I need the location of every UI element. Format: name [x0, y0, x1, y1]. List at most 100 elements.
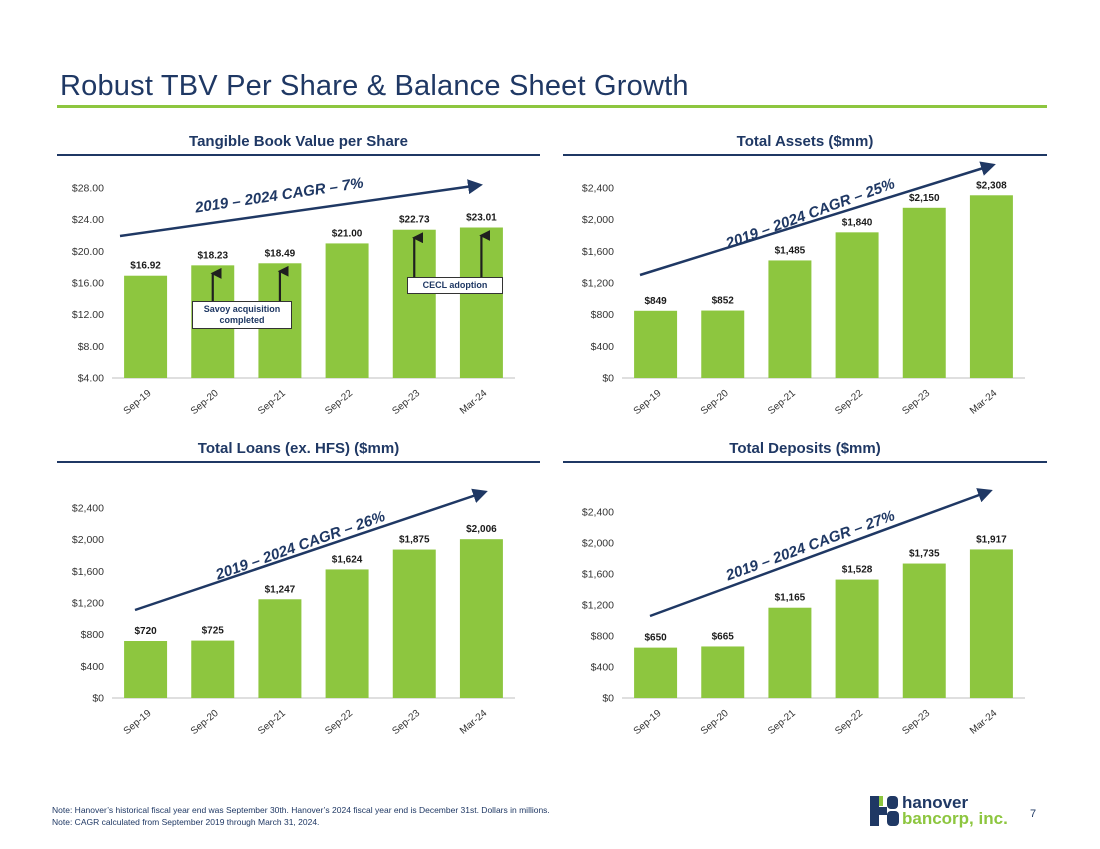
- x-tick-label: Sep-23: [900, 708, 932, 737]
- data-label: $1,875: [399, 535, 430, 546]
- x-tick-label: Sep-19: [122, 388, 154, 417]
- y-tick-label: $24.00: [72, 214, 104, 226]
- y-tick-label: $2,000: [582, 538, 614, 550]
- y-tick-label: $28.00: [72, 183, 104, 195]
- bar: [835, 232, 879, 378]
- logo-word-bancorp: bancorp, inc.: [902, 809, 1008, 828]
- bar: [459, 539, 503, 698]
- panel-rule-assets: [563, 154, 1047, 156]
- total-assets-chart: $0 $400 $800 $1,200 $1,600 $2,000 $2,400 $849 Se…: [582, 161, 1025, 417]
- y-tick-label: $20.00: [72, 246, 104, 258]
- data-label: $23.01: [466, 213, 497, 224]
- bar: [701, 310, 745, 378]
- x-tick-label: Sep-21: [766, 708, 798, 737]
- x-tick-label: Mar-24: [458, 708, 490, 737]
- panel-rule-deposits: [563, 461, 1047, 463]
- y-tick-label: $1,200: [582, 278, 614, 290]
- data-label: $22.73: [399, 215, 430, 226]
- bar: [701, 646, 745, 698]
- x-tick-label: Sep-23: [390, 388, 422, 417]
- data-label: $1,165: [775, 593, 806, 604]
- hanover-logo-mark-icon: [870, 796, 899, 826]
- x-tick-label: Sep-22: [323, 708, 355, 737]
- total-deposits-chart: $0 $400 $800 $1,200 $1,600 $2,000 $2,400 $650 Se…: [582, 488, 1025, 737]
- x-tick-label: Sep-23: [900, 388, 932, 417]
- data-label: $2,308: [976, 180, 1007, 191]
- data-label: $1,528: [842, 565, 873, 576]
- x-tick-label: Sep-21: [766, 388, 798, 417]
- x-tick-label: Mar-24: [968, 388, 1000, 417]
- x-tick-label: Mar-24: [968, 708, 1000, 737]
- y-tick-label: $2,000: [582, 214, 614, 226]
- y-tick-label: $400: [81, 661, 105, 673]
- bar: [902, 207, 946, 378]
- y-tick-label: $1,200: [72, 598, 104, 610]
- footnote-cagr: Note: CAGR calculated from September 201…: [52, 817, 320, 827]
- panel-title-deposits: Total Deposits ($mm): [729, 440, 881, 457]
- data-label: $720: [134, 626, 157, 637]
- y-tick-label: $0: [602, 373, 614, 385]
- y-tick-label: $4.00: [78, 373, 104, 385]
- y-tick-label: $1,600: [72, 566, 104, 578]
- title-rule: [57, 105, 1047, 108]
- y-tick-label: $12.00: [72, 309, 104, 321]
- x-tick-label: Sep-22: [323, 388, 355, 417]
- cagr-trend-arrow: [639, 161, 996, 277]
- y-tick-label: $800: [81, 629, 105, 641]
- y-tick-label: $400: [591, 662, 615, 674]
- data-label: $1,917: [976, 534, 1007, 545]
- x-tick-label: Sep-23: [390, 708, 422, 737]
- data-label: $725: [202, 626, 225, 637]
- callout-savoy: Savoy acquisition completed: [192, 301, 292, 329]
- bar: [835, 579, 879, 698]
- logo-word-hanover: hanover: [902, 793, 969, 812]
- bar: [124, 641, 168, 698]
- data-label: $1,485: [775, 245, 806, 256]
- x-tick-label: Sep-19: [632, 708, 664, 737]
- x-tick-label: Sep-21: [256, 708, 288, 737]
- footnote-fiscal-year-text: Note: Hanover’s historical fiscal year e…: [52, 805, 550, 815]
- data-label: $665: [712, 631, 735, 642]
- x-tick-label: Sep-19: [632, 388, 664, 417]
- data-label: $1,735: [909, 549, 940, 560]
- y-tick-label: $8.00: [78, 341, 104, 353]
- tbv-chart: $4.00 $8.00 $12.00 $16.00 $20.00 $24.00 $28.00…: [72, 175, 515, 417]
- bar: [634, 647, 678, 698]
- data-label: $849: [644, 296, 667, 307]
- data-label: $1,624: [332, 554, 363, 565]
- cagr-trend-arrow: [134, 488, 488, 612]
- page-number: 7: [1030, 808, 1037, 820]
- data-label: $18.49: [265, 248, 296, 259]
- y-tick-label: $2,400: [582, 507, 614, 519]
- x-tick-label: Sep-20: [699, 708, 731, 737]
- y-tick-label: $0: [602, 693, 614, 705]
- x-tick-label: Sep-21: [256, 388, 288, 417]
- x-tick-label: Sep-20: [189, 388, 221, 417]
- panel-title-loans: Total Loans (ex. HFS) ($mm): [197, 440, 400, 457]
- bar: [124, 275, 168, 378]
- y-tick-label: $16.00: [72, 278, 104, 290]
- y-tick-label: $1,600: [582, 246, 614, 258]
- bar: [258, 599, 302, 698]
- y-tick-label: $800: [591, 309, 615, 321]
- callout-cecl: CECL adoption: [407, 277, 503, 294]
- data-label: $21.00: [332, 228, 363, 239]
- bar: [902, 563, 946, 698]
- data-label: $1,247: [265, 584, 296, 595]
- y-tick-label: $1,200: [582, 600, 614, 612]
- data-label: $16.92: [130, 261, 161, 272]
- y-tick-label: $800: [591, 631, 615, 643]
- bar: [392, 549, 436, 698]
- total-loans-chart: $0 $400 $800 $1,200 $1,600 $2,000 $2,400 $720 Se…: [72, 488, 515, 737]
- y-tick-label: $2,400: [72, 503, 104, 515]
- y-tick-label: $400: [591, 341, 615, 353]
- cagr-trend-arrow: [649, 488, 993, 618]
- footnote-fiscal-year: Note: Hanover’s historical fiscal year e…: [52, 805, 550, 815]
- slide-title: Robust TBV Per Share & Balance Sheet Gro…: [60, 70, 689, 102]
- data-label: $650: [644, 633, 667, 644]
- x-tick-label: Sep-22: [833, 708, 865, 737]
- y-tick-label: $1,600: [582, 569, 614, 581]
- cagr-trend-arrow: [119, 179, 483, 238]
- panel-title-assets: Total Assets ($mm): [736, 133, 874, 150]
- y-tick-label: $0: [92, 693, 104, 705]
